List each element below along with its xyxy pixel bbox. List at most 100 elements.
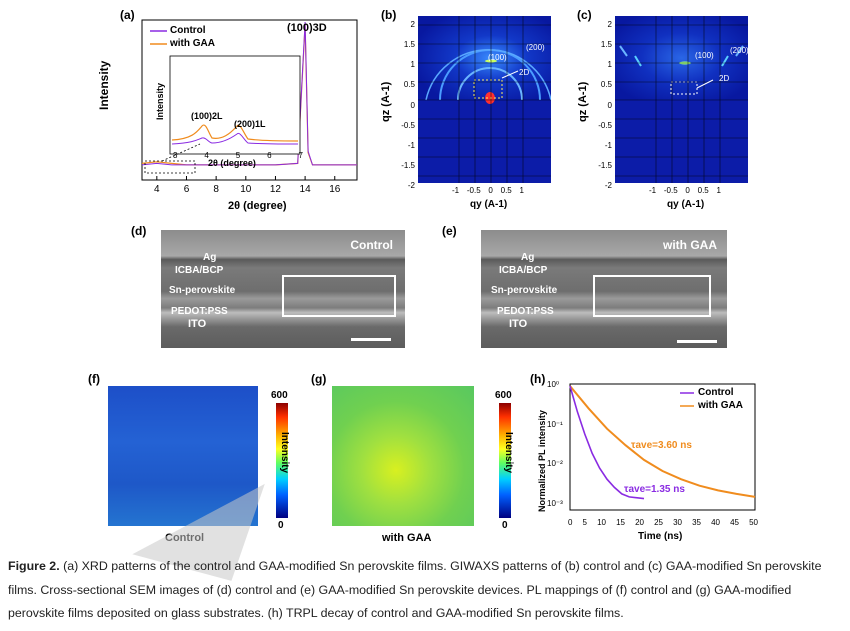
xrd-inset-xlabel: 2θ (degree) [208, 158, 256, 168]
inset-tick: 5 [235, 151, 241, 160]
pl-f-colorbar [276, 403, 288, 518]
pl-map-gaa [332, 386, 474, 526]
xrd-peak-label: (100)3D [287, 22, 327, 34]
sem-d-perovskite: Sn-perovskite [169, 285, 236, 296]
ytick: 1 [410, 60, 415, 70]
ytick: -1 [407, 140, 415, 150]
ytick: 0 [410, 100, 415, 110]
xrd-tick-label: 12 [270, 184, 282, 195]
trpl-legend-gaa: with GAA [698, 400, 743, 411]
giwaxs-c-ylabel: qz (A-1) [577, 81, 589, 122]
pl-g-cbar-max: 600 [495, 390, 512, 401]
trpl-tau-gaa: τave=3.60 ns [631, 440, 692, 451]
trpl-chart [569, 383, 756, 511]
xtick: 45 [730, 518, 739, 527]
panel-label-e: (e) [442, 224, 457, 238]
sem-e-icba: ICBA/BCP [499, 265, 548, 276]
xrd-inset-peak2: (200)1L [234, 119, 266, 129]
sem-d-ag: Ag [203, 252, 217, 263]
giwaxs-b-2d: 2D [519, 68, 530, 77]
ytick: 1.5 [403, 40, 415, 50]
ytick: 1 [607, 60, 612, 70]
giwaxs-b-200: (200) [526, 43, 545, 52]
giwaxs-b-yticks: 2 1.5 1 0.5 0 -0.5 -1 -1.5 -2 [395, 20, 415, 190]
xrd-tick-label: 16 [329, 184, 341, 195]
pl-f-cbar-min: 0 [278, 520, 284, 531]
xrd-inset-peak1: (100)2L [191, 111, 223, 121]
xtick: 1 [716, 186, 721, 195]
xrd-peak-text: (100)3D [287, 22, 327, 34]
ytick: 10⁻³ [547, 498, 563, 508]
xtick: 35 [692, 518, 701, 527]
sem-d-highlight-box [282, 275, 396, 317]
pl-f-label: Control [165, 532, 205, 544]
pl-map-control [108, 386, 258, 526]
pl-g-cbar-label: Intensity [503, 432, 514, 474]
giwaxs-control-image: (100) (200) 2D [418, 16, 551, 183]
sem-e-ito: ITO [509, 318, 528, 330]
caption-text: (a) XRD patterns of the control and GAA-… [8, 559, 822, 620]
inset-tick: 7 [298, 151, 303, 160]
xrd-tick-label: 8 [213, 184, 219, 195]
xrd-ylabel: Intensity [97, 60, 111, 110]
trpl-legend-control: Control [698, 387, 734, 398]
giwaxs-c-100: (100) [695, 51, 714, 60]
xrd-legend-gaa: with GAA [170, 38, 215, 49]
panel-label-g: (g) [311, 372, 327, 386]
xrd-chart: 4 6 8 10 12 14 16 [141, 19, 358, 195]
trpl-series-control [569, 385, 645, 500]
pl-f-cbar-max: 600 [271, 390, 288, 401]
xtick: -1 [452, 186, 460, 195]
trpl-ylabel: Normalized PL intensity [537, 410, 547, 512]
inset-tick: 4 [204, 151, 209, 160]
xtick: 0.5 [697, 186, 709, 195]
xrd-tick-label: 14 [300, 184, 312, 195]
xtick: -0.5 [663, 186, 678, 195]
trpl-xticks: 0 5 10 15 20 25 30 35 40 45 50 [568, 518, 758, 527]
giwaxs-b-ylabel: qz (A-1) [380, 81, 392, 122]
panel-label-b: (b) [381, 8, 397, 22]
ytick: 1.5 [600, 40, 612, 50]
sem-d-scale-bar [351, 338, 391, 341]
inset-tick: 3 [173, 151, 178, 160]
xrd-tick-label: 4 [154, 184, 160, 195]
sem-d-title: Control [350, 238, 393, 252]
panel-label-d: (d) [131, 224, 147, 238]
sem-e-perovskite: Sn-perovskite [491, 285, 558, 296]
pl-g-cbar-min: 0 [502, 520, 508, 531]
panel-label-h: (h) [530, 372, 546, 386]
sem-gaa-image: with GAA Ag ICBA/BCP Sn-perovskite PEDOT… [481, 230, 727, 348]
giwaxs-b-pattern [418, 16, 551, 183]
xtick: 0 [685, 186, 690, 195]
xtick: 30 [673, 518, 682, 527]
xrd-inset-ylabel: Intensity [155, 82, 165, 120]
xrd-xlabel: 2θ (degree) [228, 200, 287, 212]
ytick: 0.5 [600, 80, 612, 90]
xrd-x-ticks: 4 6 8 10 12 14 16 [154, 176, 341, 195]
ytick: -1.5 [401, 160, 415, 170]
giwaxs-c-2d: 2D [719, 74, 730, 83]
ytick: -1.5 [598, 160, 612, 170]
sem-d-ito: ITO [188, 318, 207, 330]
panel-label-f: (f) [88, 372, 100, 386]
giwaxs-c-200: (200) [730, 46, 748, 55]
ytick: -1 [604, 140, 612, 150]
ytick: -0.5 [401, 120, 415, 130]
giwaxs-c-pattern [615, 16, 748, 183]
giwaxs-b-xticks: -1 -0.5 0 0.5 1 [452, 186, 524, 195]
xrd-tick-label: 6 [184, 184, 190, 195]
giwaxs-c-yticks: 2 1.5 1 0.5 0 -0.5 -1 -1.5 -2 [592, 20, 612, 190]
giwaxs-b-xlabel: qy (A-1) [470, 199, 508, 210]
sem-e-title: with GAA [663, 238, 717, 252]
xtick: -1 [649, 186, 657, 195]
ytick: 0.5 [403, 80, 415, 90]
sem-control-image: Control Ag ICBA/BCP Sn-perovskite PEDOT:… [161, 230, 405, 348]
giwaxs-gaa-image: (100) (200) 2D [615, 16, 748, 183]
xtick: 10 [597, 518, 606, 527]
sem-d-icba: ICBA/BCP [175, 265, 224, 276]
figure-caption: Figure 2. (a) XRD patterns of the contro… [8, 555, 844, 626]
ytick: 0 [607, 100, 612, 110]
ytick: -0.5 [598, 120, 612, 130]
ytick: -2 [604, 181, 612, 190]
giwaxs-b-100: (100) [488, 53, 507, 62]
